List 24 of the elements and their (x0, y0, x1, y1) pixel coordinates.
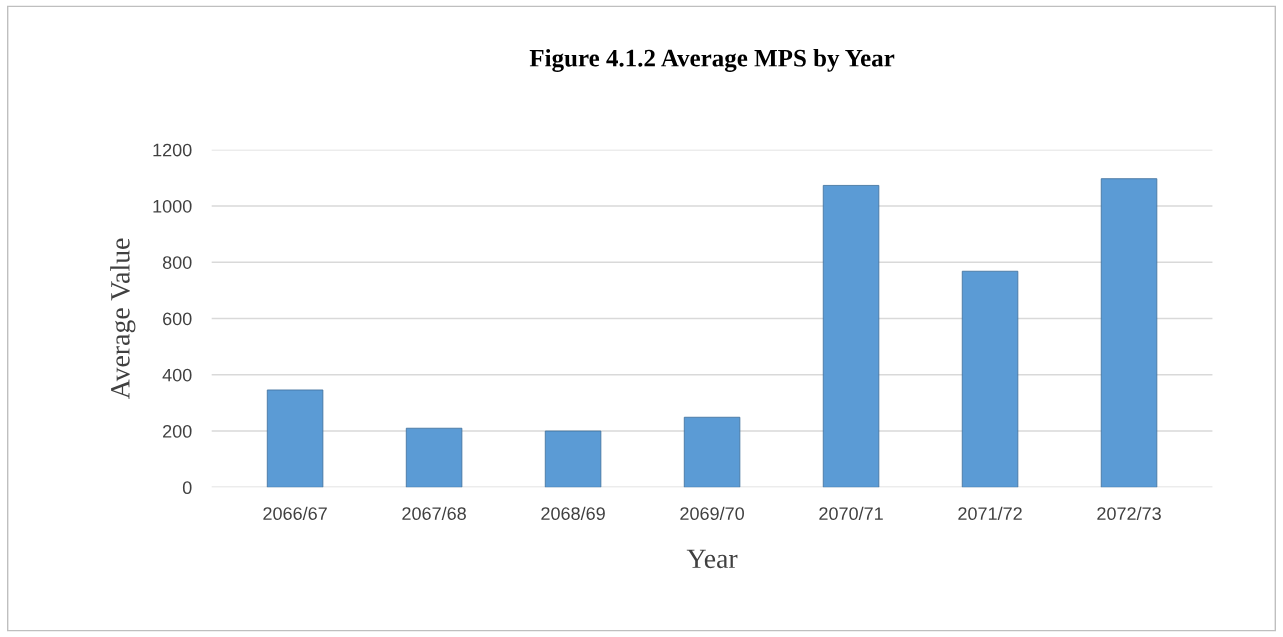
y-tick-label: 0 (182, 481, 192, 495)
x-axis-title: Year (686, 549, 738, 569)
bar (544, 430, 602, 488)
x-tick-label: 2066/67 (263, 506, 327, 521)
x-tick-label: 2072/73 (1097, 506, 1161, 521)
x-tick-label: 2069/70 (680, 506, 744, 521)
y-axis-title: Average Value (110, 238, 136, 400)
y-tick-label: 400 (162, 368, 192, 382)
bar (822, 185, 880, 488)
y-tick-label: 1200 (153, 143, 192, 157)
x-tick-label: 2068/69 (541, 506, 605, 521)
chart-title: Figure 4.1.2 Average MPS by Year (529, 49, 895, 72)
bar (1100, 178, 1158, 488)
x-tick-label: 2070/71 (819, 506, 883, 521)
bar (961, 270, 1019, 488)
x-tick-label: 2067/68 (402, 506, 466, 521)
bar (266, 389, 324, 488)
y-tick-label: 1000 (153, 199, 192, 213)
y-tick-label: 800 (162, 256, 192, 269)
bar (683, 416, 741, 488)
y-tick-label: 200 (163, 424, 192, 438)
bar (405, 427, 463, 488)
x-tick-label: 2071/72 (958, 506, 1022, 521)
y-tick-label: 600 (163, 312, 192, 326)
